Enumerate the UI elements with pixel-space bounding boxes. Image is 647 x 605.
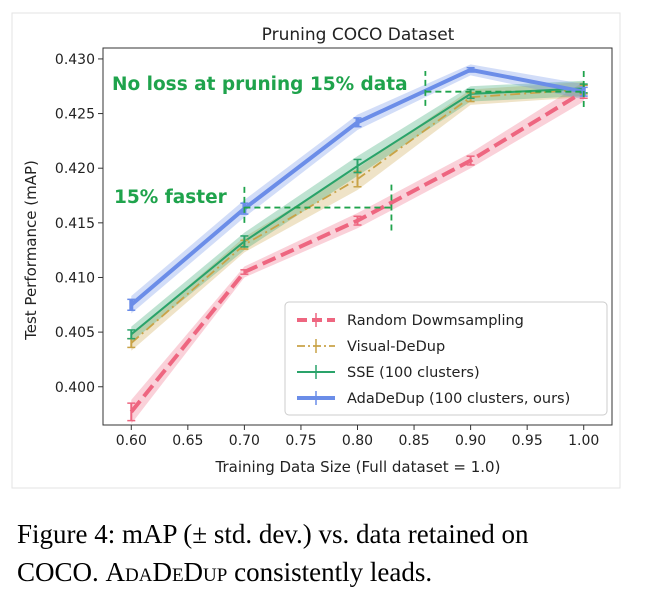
x-tick-label: 1.00 [568, 433, 599, 449]
legend: Random Dowmsampling Visual-DeDup SSE (100 … [284, 301, 608, 416]
caption-method-name: AdaDeDup [105, 557, 228, 587]
x-tick-label: 0.90 [455, 433, 486, 449]
legend-label: Visual-DeDup [347, 339, 445, 355]
std-band [131, 64, 584, 314]
annotations: No loss at pruning 15% data 15% faster [112, 70, 585, 231]
legend-label: SSE (100 clusters) [347, 365, 480, 381]
y-tick-label: 0.400 [55, 380, 95, 396]
caption-line-2-post: consistently leads. [227, 557, 433, 587]
legend-label: AdaDeDup (100 clusters, ours) [347, 391, 570, 407]
std-band [131, 81, 584, 424]
x-tick-label: 0.70 [229, 433, 260, 449]
x-tick-label: 0.60 [116, 433, 147, 449]
y-tick-label: 0.405 [55, 325, 95, 341]
caption-line-2-pre: COCO. [17, 557, 106, 587]
annotation-faster: 15% faster [114, 187, 228, 208]
x-tick-label: 0.95 [512, 433, 543, 449]
caption-line-2: COCO. AdaDeDup consistently leads. [17, 553, 642, 591]
x-tick-label: 0.80 [342, 433, 373, 449]
x-axis-label: Training Data Size (Full dataset = 1.0) [215, 458, 501, 476]
std-bands [131, 64, 584, 424]
y-ticks: 0.400 0.405 0.410 0.415 0.420 0.425 0.430 [55, 52, 103, 396]
legend-box [284, 301, 608, 416]
figure-border [11, 12, 621, 489]
x-tick-label: 0.65 [172, 433, 203, 449]
figure-caption: Figure 4: mAP (± std. dev.) vs. data ret… [17, 515, 642, 591]
chart: Pruning COCO Dataset Training Data Size … [11, 12, 621, 489]
y-tick-label: 0.410 [55, 270, 95, 286]
y-tick-label: 0.425 [55, 107, 95, 123]
y-tick-label: 0.415 [55, 216, 95, 232]
x-tick-label: 0.75 [285, 433, 316, 449]
y-tick-label: 0.420 [55, 161, 95, 177]
chart-title: Pruning COCO Dataset [262, 25, 455, 45]
legend-label: Random Dowmsampling [347, 313, 524, 329]
y-tick-label: 0.430 [55, 52, 95, 68]
x-tick-label: 0.85 [398, 433, 429, 449]
annotation-no-loss: No loss at pruning 15% data [112, 74, 408, 95]
caption-line-1: Figure 4: mAP (± std. dev.) vs. data ret… [17, 519, 529, 549]
y-axis-label: Test Performance (mAP) [22, 160, 40, 341]
x-ticks: 0.60 0.65 0.70 0.75 0.80 0.85 0.90 0.95 1.00 [116, 425, 599, 449]
